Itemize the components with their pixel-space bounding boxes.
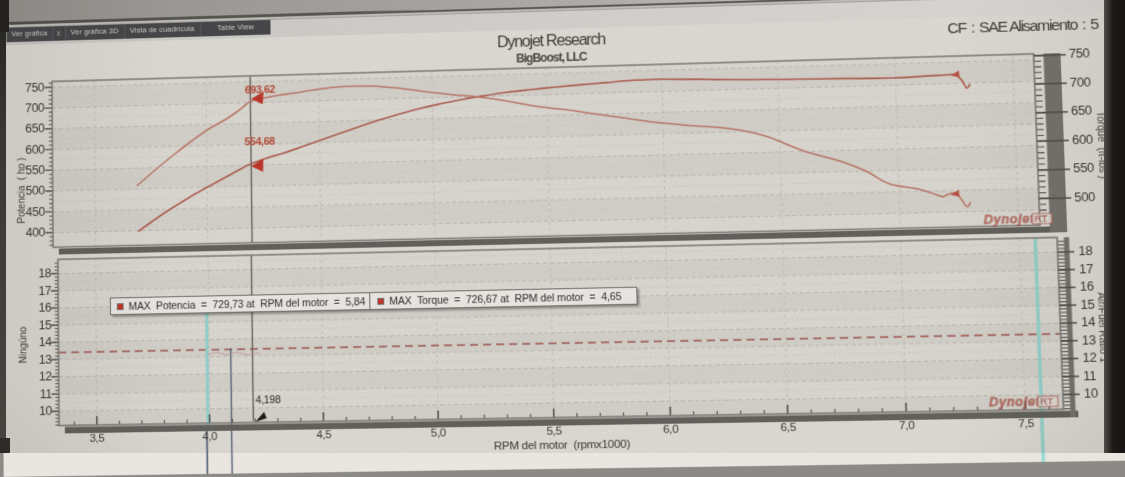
svg-text:Dynojet: Dynojet bbox=[983, 211, 1035, 227]
svg-text:RT: RT bbox=[1034, 214, 1048, 225]
svg-text:RT: RT bbox=[1040, 396, 1054, 407]
svg-text:Dynojet: Dynojet bbox=[989, 393, 1041, 409]
